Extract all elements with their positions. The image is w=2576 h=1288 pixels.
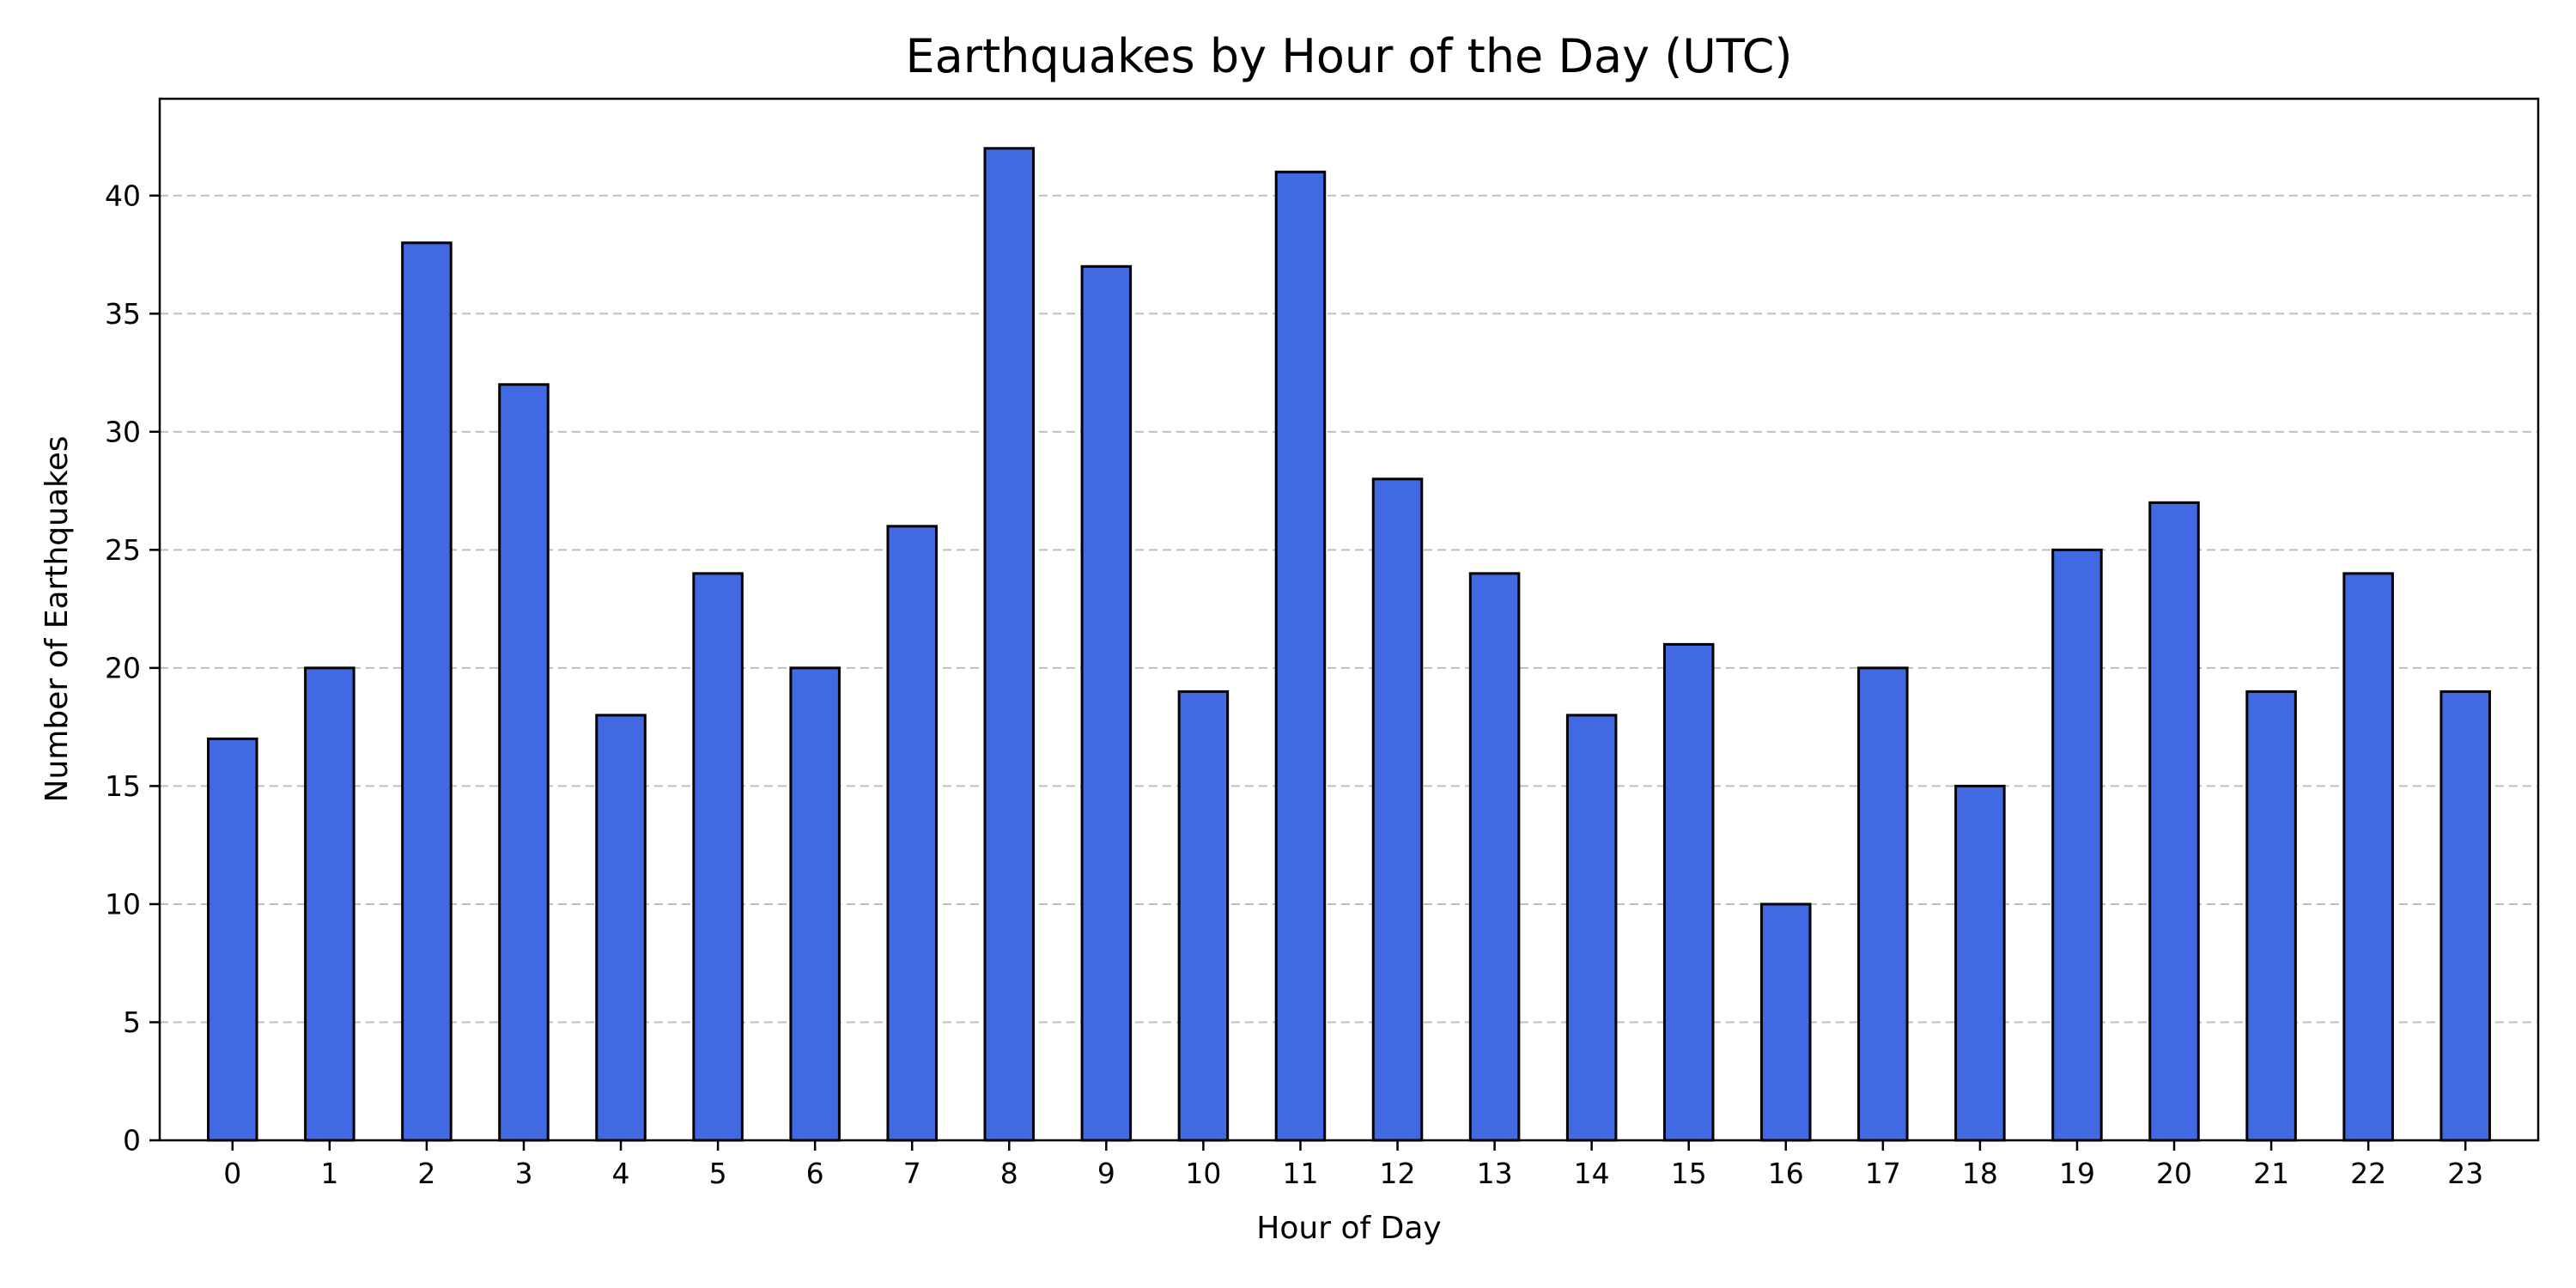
x-tick-label: 21	[2253, 1157, 2289, 1190]
x-tick-label: 4	[612, 1157, 630, 1190]
x-axis-ticks: 0 1 2 3 4 5 6 7 8 9 10 11 12 13 14 15 16 17 18 19 20 21 22 23	[223, 1140, 2483, 1190]
bar-hour-17	[1859, 668, 1908, 1140]
x-tick-label: 16	[1768, 1157, 1804, 1190]
x-tick-label: 1	[320, 1157, 338, 1190]
x-tick-label: 3	[514, 1157, 532, 1190]
bar-hour-15	[1664, 644, 1713, 1140]
y-tick-label: 10	[105, 887, 141, 920]
y-tick-label: 0	[123, 1124, 141, 1157]
x-tick-label: 20	[2156, 1157, 2192, 1190]
y-tick-label: 40	[105, 179, 141, 212]
x-tick-label: 15	[1671, 1157, 1707, 1190]
bar-hour-16	[1762, 904, 1811, 1140]
bar-hour-21	[2247, 691, 2296, 1140]
bar-hour-4	[597, 715, 646, 1140]
x-tick-label: 9	[1097, 1157, 1115, 1190]
y-tick-label: 15	[105, 769, 141, 803]
y-tick-label: 20	[105, 651, 141, 684]
bar-hour-19	[2053, 550, 2102, 1140]
bar-hour-18	[1956, 786, 2005, 1140]
bar-hour-20	[2150, 502, 2199, 1140]
bar-hour-8	[985, 149, 1034, 1140]
bar-hour-10	[1179, 691, 1228, 1140]
bar-hour-1	[306, 668, 355, 1140]
x-tick-label: 2	[417, 1157, 435, 1190]
x-tick-label: 23	[2447, 1157, 2483, 1190]
bar-hour-0	[209, 738, 258, 1140]
bar-hour-6	[791, 668, 840, 1140]
x-tick-label: 18	[1962, 1157, 1998, 1190]
x-tick-label: 17	[1865, 1157, 1901, 1190]
x-tick-label: 12	[1380, 1157, 1416, 1190]
x-axis-label: Hour of Day	[1256, 1211, 1441, 1246]
x-tick-label: 22	[2350, 1157, 2386, 1190]
x-tick-label: 5	[709, 1157, 727, 1190]
x-tick-label: 6	[806, 1157, 824, 1190]
y-tick-label: 30	[105, 415, 141, 448]
bar-hour-9	[1082, 266, 1131, 1140]
y-axis-label: Number of Earthquakes	[39, 436, 75, 803]
x-tick-label: 0	[223, 1157, 241, 1190]
bar-hour-22	[2344, 574, 2393, 1140]
chart-title: Earthquakes by Hour of the Day (UTC)	[906, 29, 1793, 83]
x-tick-label: 13	[1477, 1157, 1513, 1190]
bars	[209, 149, 2490, 1140]
bar-hour-5	[694, 574, 743, 1140]
bar-hour-12	[1373, 479, 1422, 1140]
bar-hour-11	[1276, 172, 1325, 1140]
bar-hour-2	[403, 243, 452, 1140]
bar-hour-14	[1567, 715, 1616, 1140]
x-tick-label: 11	[1282, 1157, 1318, 1190]
x-tick-label: 19	[2059, 1157, 2095, 1190]
bar-hour-13	[1470, 574, 1519, 1140]
y-tick-label: 5	[123, 1005, 141, 1039]
y-tick-label: 35	[105, 297, 141, 331]
x-tick-label: 14	[1574, 1157, 1610, 1190]
x-tick-label: 8	[1000, 1157, 1018, 1190]
x-tick-label: 7	[903, 1157, 921, 1190]
bar-hour-23	[2441, 691, 2490, 1140]
y-axis-ticks: 0 5 10 15 20 25 30 35 40	[105, 179, 160, 1157]
x-tick-label: 10	[1185, 1157, 1221, 1190]
bar-hour-7	[888, 526, 937, 1140]
bar-hour-3	[500, 385, 549, 1140]
y-tick-label: 25	[105, 533, 141, 567]
